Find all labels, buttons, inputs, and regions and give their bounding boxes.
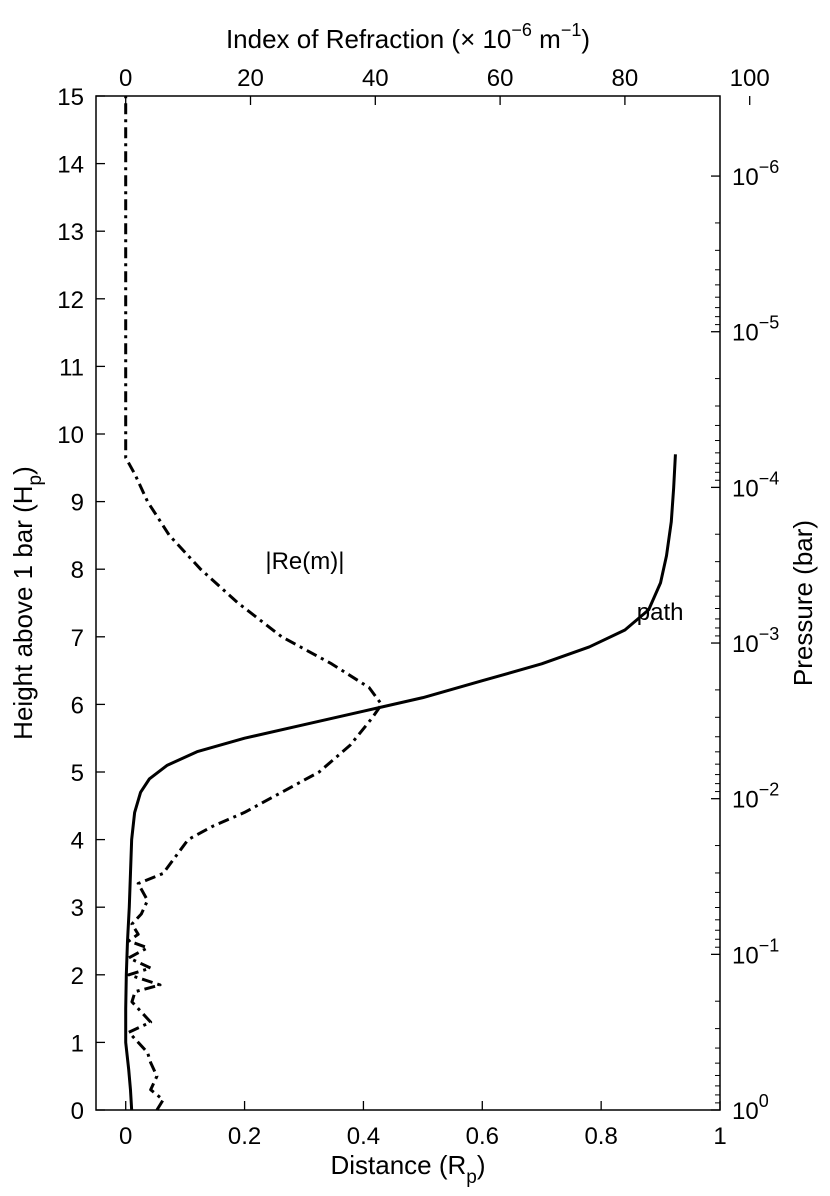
x-top-axis-title-unit: m [532,24,561,54]
x-tick-label: 0.2 [228,1123,261,1150]
x-top-tick-label: 100 [730,65,770,92]
x-top-axis-title: Index of Refraction (× 10−6 m−1) [226,20,590,54]
y-right-tick-label: 10−2 [732,780,779,814]
x-tick-label: 0.6 [466,1123,499,1150]
y-right-tick-exp: −4 [759,468,780,488]
y-tick-label: 5 [71,760,84,787]
path-annotation: path [637,599,684,626]
y-right-tick-base: 10 [732,942,759,969]
series-layer [124,96,677,1111]
y-axis-title-sub: p [25,475,46,486]
y-right-tick-base: 10 [732,1098,759,1125]
refraction-annotation: |Re(m)| [265,548,344,575]
y-tick-label: 6 [71,692,84,719]
annotations-group: |Re(m)| path [265,548,683,626]
y-right-tick-exp: 0 [759,1091,769,1111]
y-tick-label: 7 [71,625,84,652]
y-right-tick-exp: −5 [759,313,780,333]
path-curve [124,454,677,1111]
y-right-tick-label: 10−4 [732,468,779,502]
y-right-tick-base: 10 [732,475,759,502]
x-top-axis-title-end: ) [581,24,590,54]
y-right-tick-exp: −3 [759,624,780,644]
x-tick-label: 1 [713,1123,726,1150]
y-tick-label: 14 [57,152,84,179]
y-right-tick-base: 10 [732,320,759,347]
x-top-tick-label: 60 [487,65,514,92]
y-right-tick-label: 10−5 [732,313,779,347]
plot-frame [95,95,721,1111]
y-right-tick-label: 10−3 [732,624,779,658]
y-right-tick-exp: −1 [759,935,780,955]
x-axis-title: Distance (Rp) [330,1150,485,1188]
y-tick-label: 1 [71,1030,84,1057]
y-tick-label: 3 [71,895,84,922]
y-tick-label: 15 [57,84,84,111]
y-right-tick-exp: −6 [759,157,780,177]
x-axis-title-sub: p [466,1167,477,1188]
refraction-index-curve [124,96,384,1111]
y-tick-label: 10 [57,422,84,449]
y-tick-label: 9 [71,490,84,517]
y-axis-title-end: ) [8,466,38,475]
y-axis-title: Height above 1 bar (Hp) [8,466,46,740]
y-tick-label: 2 [71,963,84,990]
x-top-tick-label: 40 [362,65,389,92]
x-tick-label: 0.4 [347,1123,380,1150]
y-right-tick-label: 100 [732,1091,769,1125]
x-top-axis-title-unit-exp: −1 [561,20,582,40]
x-axis-title-main: Distance (R [330,1150,466,1180]
x-top-tick-label: 0 [119,65,132,92]
y-tick-label: 12 [57,287,84,314]
x-axis-title-end: ) [477,1150,486,1180]
y-right-tick-base: 10 [732,631,759,658]
ticks-group: 0 0.2 0.4 0.6 0.8 10 20 40 60 80 10001234567891011… [57,65,779,1150]
x-top-tick-label: 20 [237,65,264,92]
x-top-tick-label: 80 [612,65,639,92]
y-tick-label: 13 [57,219,84,246]
y-tick-label: 4 [71,828,84,855]
y-tick-label: 0 [71,1098,84,1125]
y-right-tick-exp: −2 [759,780,780,800]
y-right-tick-base: 10 [732,164,759,191]
y-right-tick-base: 10 [732,787,759,814]
x-top-axis-title-main: Index of Refraction (× 10 [226,24,511,54]
y-tick-label: 11 [59,354,84,381]
y-tick-label: 8 [71,557,84,584]
y-right-tick-label: 10−1 [732,935,779,969]
y-right-tick-label: 10−6 [732,157,779,191]
y-axis-title-main: Height above 1 bar (H [8,485,38,739]
x-tick-label: 0.8 [584,1123,617,1150]
y-right-axis-title: Pressure (bar) [788,520,818,686]
x-tick-label: 0 [119,1123,132,1150]
x-top-axis-title-exp: −6 [511,20,532,40]
